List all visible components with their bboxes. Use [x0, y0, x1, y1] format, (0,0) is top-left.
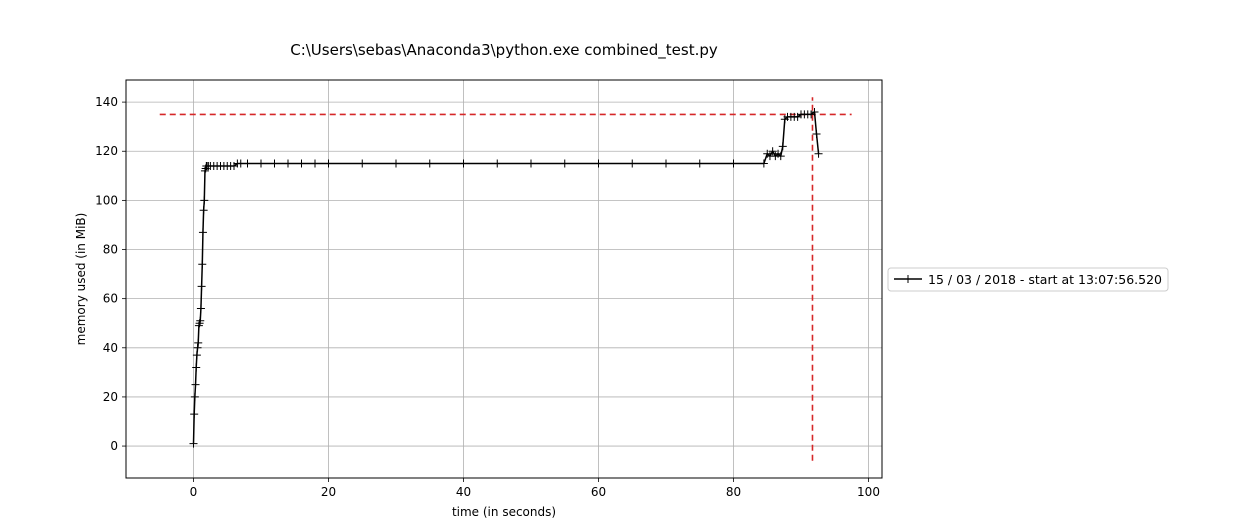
data-point — [628, 159, 637, 168]
data-point — [459, 159, 468, 168]
y-tick-label: 20 — [103, 390, 118, 404]
data-point — [284, 159, 292, 168]
data-point — [197, 282, 206, 291]
data-point — [812, 130, 821, 139]
data-point — [560, 159, 569, 168]
x-tick-label: 20 — [321, 485, 336, 499]
data-point — [236, 159, 245, 168]
y-axis: 0 20 40 60 80 100 120 140 — [95, 95, 126, 453]
x-tick-label: 60 — [591, 485, 606, 499]
data-point — [778, 142, 787, 151]
y-tick-label: 60 — [103, 292, 118, 306]
data-point — [257, 159, 265, 168]
reference-lines — [159, 97, 852, 461]
data-point — [695, 159, 704, 168]
data-point — [196, 304, 205, 313]
y-tick-label: 140 — [95, 95, 118, 109]
data-point — [199, 206, 208, 215]
x-axis: 0 20 40 60 80 100 — [190, 478, 880, 499]
data-point — [191, 380, 200, 389]
data-point — [810, 107, 819, 116]
data-point — [324, 159, 333, 168]
data-point — [198, 228, 207, 237]
data-point — [192, 351, 201, 360]
data-point — [297, 159, 306, 168]
data-point — [493, 159, 502, 168]
data-point — [776, 152, 785, 161]
y-tick-label: 120 — [95, 144, 118, 158]
data-point — [198, 260, 207, 269]
y-tick-label: 0 — [110, 439, 118, 453]
y-axis-label: memory used (in MiB) — [74, 213, 88, 346]
chart-title: C:\Users\sebas\Anaconda3\python.exe comb… — [290, 41, 718, 60]
plot-frame — [125, 79, 883, 479]
x-tick-label: 100 — [857, 485, 880, 499]
data-point — [270, 159, 279, 168]
data-point — [189, 439, 198, 448]
data-point — [196, 316, 205, 325]
grid — [126, 80, 882, 478]
y-tick-label: 40 — [103, 341, 118, 355]
data-point — [662, 159, 670, 168]
data-point — [243, 159, 252, 168]
data-point — [814, 149, 823, 158]
legend: 15 / 03 / 2018 - start at 13:07:56.520 — [887, 267, 1169, 292]
data-point — [768, 147, 777, 156]
y-tick-label: 100 — [95, 193, 118, 207]
series-line — [192, 111, 820, 444]
data-point — [392, 159, 400, 168]
data-point — [194, 338, 203, 347]
data-point — [200, 196, 209, 205]
x-tick-label: 0 — [190, 485, 198, 499]
y-tick-label: 80 — [103, 243, 118, 257]
x-tick-label: 40 — [456, 485, 471, 499]
legend-box — [887, 267, 1169, 292]
data-point — [594, 159, 603, 168]
data-point — [190, 410, 199, 419]
data-point — [759, 159, 768, 168]
data-point — [190, 392, 199, 401]
x-tick-label: 80 — [726, 485, 741, 499]
data-point — [729, 159, 738, 168]
data-point — [425, 159, 434, 168]
legend-entry-label: 15 / 03 / 2018 - start at 13:07:56.520 — [928, 272, 1162, 287]
data-point — [192, 363, 201, 372]
data-point — [527, 159, 535, 168]
series-group — [189, 107, 823, 448]
data-point — [311, 159, 319, 168]
data-point — [358, 159, 367, 168]
legend-marker-swatch — [904, 275, 912, 283]
data-point — [193, 343, 202, 352]
x-axis-label: time (in seconds) — [452, 505, 556, 519]
